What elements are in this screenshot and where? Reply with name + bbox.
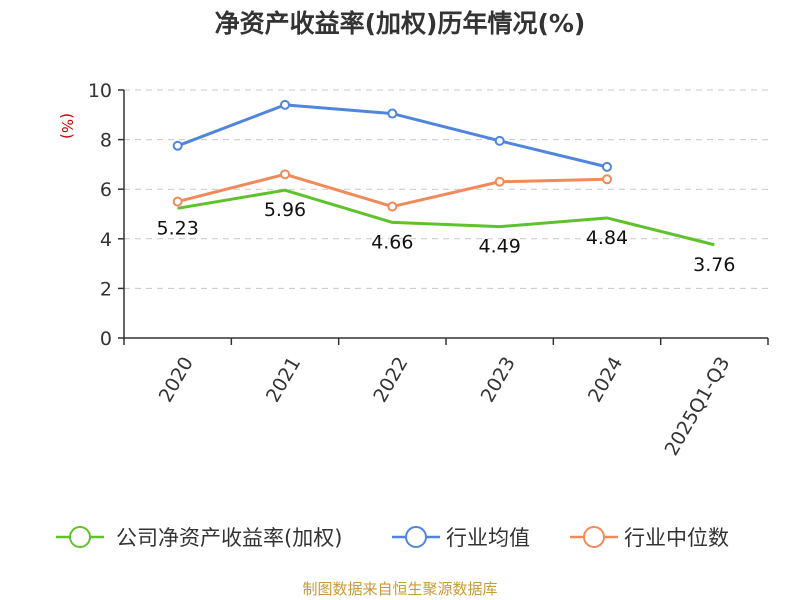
x-tick-label-2020: 2020: [155, 353, 198, 406]
series-2-point-3: [494, 176, 505, 187]
y-axis-ticks: 0 2 4 6 8 10: [88, 80, 124, 350]
legend-marker-2: [583, 526, 605, 548]
series-1-point-2: [387, 108, 398, 119]
data-label-3: 4.49: [479, 236, 521, 258]
chart-title: 净资产收益率(加权)历年情况(%): [215, 9, 586, 38]
series-2-point-1: [280, 169, 290, 180]
y-tick-label-8: 8: [100, 130, 112, 152]
series-2-point-0: [172, 196, 183, 207]
series-line-0: [177, 188, 715, 247]
y-axis-label: (%): [58, 113, 76, 139]
series-1-point-3: [494, 135, 505, 146]
series-1-point-0: [172, 140, 183, 151]
legend-marker-1: [405, 526, 427, 548]
x-tick-label-2022: 2022: [369, 353, 412, 406]
x-tick-label-2024: 2024: [584, 353, 627, 406]
x-tick-label-2021: 2021: [262, 353, 305, 406]
data-label-2: 4.66: [371, 231, 413, 253]
y-tick-label-2: 2: [100, 278, 112, 300]
legend-marker-0: [69, 526, 91, 548]
legend-label-2: 行业中位数: [624, 526, 729, 550]
data-label-0: 5.23: [157, 217, 199, 239]
series-2-point-2: [387, 201, 398, 212]
y-tick-label-4: 4: [100, 229, 112, 251]
x-tick-label-2025Q1-Q3: 2025Q1-Q3: [660, 353, 734, 459]
legend-label-1: 行业均值: [446, 526, 530, 550]
source-note: 制图数据来自恒生聚源数据库: [302, 580, 497, 598]
data-labels: 5.23 5.96 4.66 4.49 4.84 3.76: [157, 199, 736, 276]
data-label-4: 4.84: [586, 227, 628, 249]
series-2-point-4: [602, 174, 612, 185]
y-tick-label-0: 0: [100, 328, 112, 350]
y-tick-label-6: 6: [100, 179, 112, 201]
grid-lines: [124, 89, 768, 289]
y-tick-label-10: 10: [88, 80, 112, 102]
legend: 公司净资产收益率(加权) 行业均值 行业中位数: [56, 526, 729, 550]
series-1-point-1: [280, 99, 290, 110]
series-1-point-4: [602, 161, 612, 172]
x-axis-ticks: 2020 2021 2022 2023 2024 2025Q1-Q3: [123, 338, 769, 459]
series-lines: [172, 99, 715, 247]
x-tick-label-2023: 2023: [477, 353, 520, 406]
data-label-1: 5.96: [264, 199, 306, 221]
legend-label-0: 公司净资产收益率(加权): [116, 526, 342, 550]
data-label-5: 3.76: [693, 254, 735, 276]
